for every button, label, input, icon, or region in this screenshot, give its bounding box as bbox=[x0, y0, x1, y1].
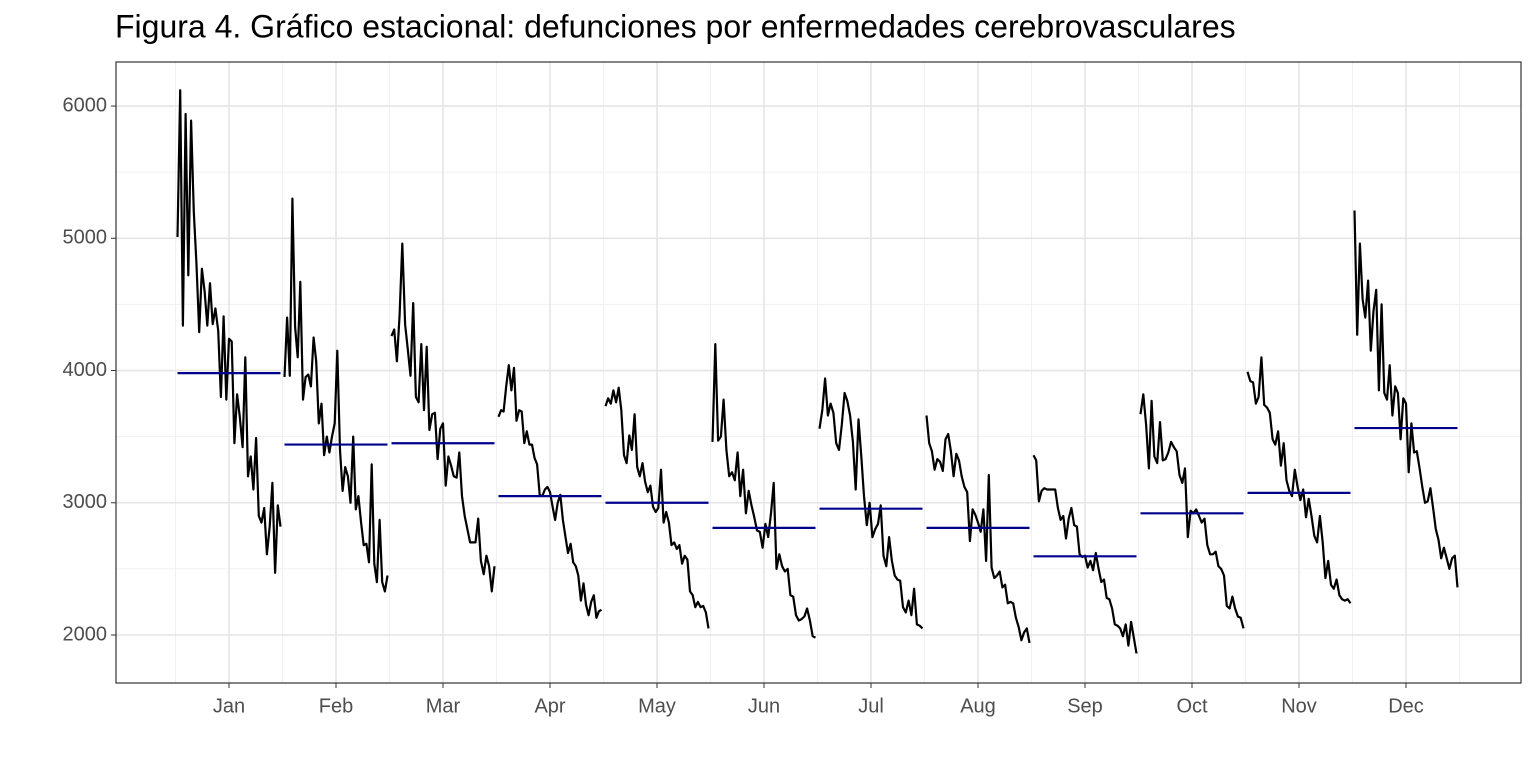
y-tick-label: 4000 bbox=[63, 359, 108, 381]
x-tick-label: Oct bbox=[1176, 695, 1208, 717]
x-tick-label: Jul bbox=[858, 695, 884, 717]
chart-title: Figura 4. Gráfico estacional: defuncione… bbox=[115, 8, 1236, 44]
x-tick-label: Jan bbox=[213, 695, 245, 717]
subseries-line bbox=[1139, 393, 1245, 629]
subseries-line bbox=[283, 197, 389, 593]
x-tick-label: Sep bbox=[1067, 695, 1103, 717]
x-tick-label: Mar bbox=[426, 695, 461, 717]
subseries-line bbox=[925, 415, 1031, 644]
y-tick-label: 5000 bbox=[63, 227, 108, 249]
plot-border bbox=[115, 61, 1522, 684]
x-tick-label: Dec bbox=[1388, 695, 1424, 717]
subseries-line bbox=[176, 89, 282, 574]
x-tick-label: Apr bbox=[534, 695, 565, 717]
plot-background bbox=[116, 62, 1521, 683]
y-tick-label: 3000 bbox=[63, 491, 108, 513]
subseries-line bbox=[604, 386, 710, 629]
subseries-line bbox=[497, 364, 602, 619]
y-tick-label: 2000 bbox=[63, 623, 108, 645]
x-tick-label: Nov bbox=[1281, 695, 1317, 717]
x-tick-label: Aug bbox=[960, 695, 996, 717]
subseries-line bbox=[818, 377, 924, 630]
subseries-line bbox=[1353, 210, 1459, 588]
x-tick-label: Feb bbox=[319, 695, 353, 717]
x-tick-label: Jun bbox=[748, 695, 780, 717]
y-tick-label: 6000 bbox=[63, 94, 108, 116]
x-tick-label: May bbox=[638, 695, 676, 717]
subseries-line bbox=[711, 343, 816, 639]
subseries-line bbox=[390, 242, 496, 593]
